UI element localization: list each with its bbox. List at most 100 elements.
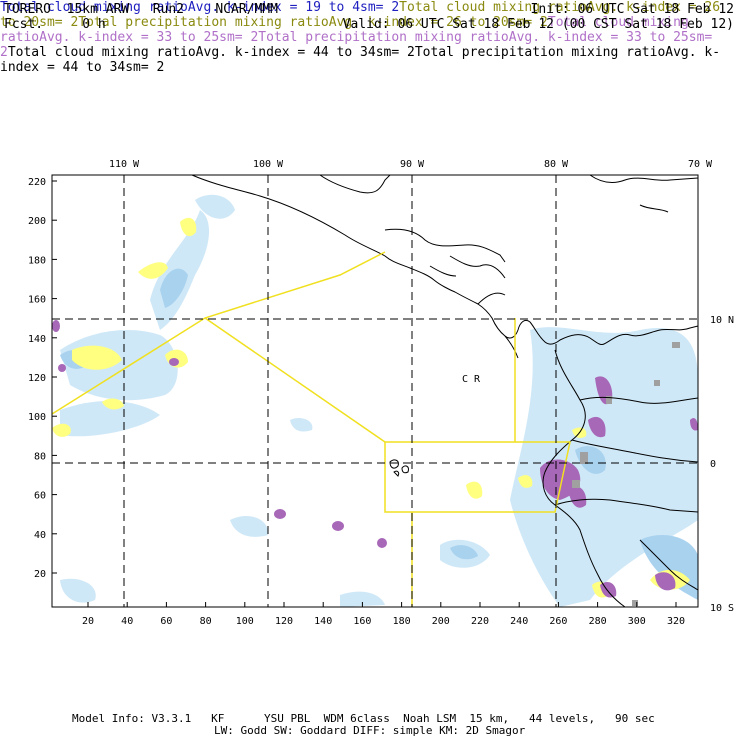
heavy-11	[169, 358, 179, 366]
legend-k-index: Avg. k-index = 33 to 25	[508, 30, 689, 45]
x-tick-label: 320	[667, 616, 685, 627]
lon-tick-label: 110 W	[109, 159, 140, 170]
x-tick-label: 140	[314, 616, 332, 627]
peru-brazil-border	[639, 539, 699, 591]
legend-smoothing: sm= 2	[375, 45, 415, 60]
x-tick-label: 300	[628, 616, 646, 627]
y-tick-label: 60	[34, 491, 46, 502]
legend-smoothing: sm= 2	[125, 60, 165, 75]
precip-1	[138, 262, 168, 279]
model-info-line2: LW: Godd SW: Goddard DIFF: simple KM: 2D…	[214, 724, 526, 737]
costa-rica-border	[504, 335, 519, 359]
legend-k-index: Avg. k-index = 44 to 34	[0, 45, 721, 75]
legend-field-name: Total cloud mixing ratio	[0, 15, 689, 45]
south-america-coast	[542, 349, 626, 608]
lat-tick-label: 10 S	[710, 603, 734, 614]
legend-smoothing: sm= 2	[0, 30, 713, 60]
legend-smoothing: sm= 2	[508, 15, 548, 30]
y-tick-label: 40	[34, 530, 46, 541]
ecuador-peru-border	[554, 498, 699, 513]
legend-field-name: Total cloud mixing ratio	[399, 0, 588, 15]
legend: Total cloud mixing ratioAvg. k-index = 1…	[0, 0, 740, 75]
cloud-core-3	[450, 545, 478, 560]
lon-tick-label: 90 W	[400, 159, 425, 170]
grey-4	[606, 396, 612, 404]
region-line-3	[384, 441, 571, 513]
galapagos	[389, 459, 409, 477]
lon-tick-label: 70 W	[688, 159, 713, 170]
run-title: TORERO 15km ARW Run2 NCAR/MMM	[4, 2, 278, 17]
honduras-border	[449, 255, 506, 279]
grey-6	[632, 600, 638, 606]
precip-7	[466, 481, 483, 499]
y-tick-label: 200	[28, 216, 46, 227]
model-info-line1: Model Info: V3.3.1 KF YSU PBL WDM 6class…	[72, 712, 655, 725]
cloud-blob-4	[60, 400, 160, 437]
legend-smoothing: sm= 2	[39, 15, 79, 30]
precip-2	[180, 217, 197, 237]
field-shading	[52, 194, 698, 607]
grey-5	[654, 380, 660, 386]
heavy-8	[274, 509, 286, 519]
heavy-5	[655, 572, 676, 591]
y-tick-label: 160	[28, 295, 46, 306]
y-tick-label: 220	[28, 177, 46, 188]
legend-k-index: Avg. k-index = 19 to 4	[187, 0, 361, 15]
central-america-coast	[191, 174, 699, 345]
y-tick-label: 180	[28, 255, 46, 266]
cloud-blob-9	[60, 578, 96, 603]
lon-ticks: 110 W 100 W 90 W 80 W 70 W	[109, 159, 713, 170]
lon-tick-label: 100 W	[253, 159, 284, 170]
x-tick-label: 180	[393, 616, 411, 627]
x-tick-label: 280	[589, 616, 607, 627]
map-label: C R	[462, 374, 481, 385]
lon-tick-label: 80 W	[544, 159, 569, 170]
x-tick-label: 40	[121, 616, 133, 627]
legend-k-index: Avg. k-index = 44 to 34	[195, 45, 376, 60]
caribbean-island-1	[589, 174, 699, 183]
central-america-north	[384, 228, 506, 263]
plot-frame	[51, 174, 699, 608]
y-tick-label: 80	[34, 451, 46, 462]
region-line-2	[204, 317, 516, 443]
y-tick-label: 20	[34, 569, 46, 580]
coastlines	[191, 174, 699, 608]
forecast-hour: Fcst. 0 h	[4, 17, 106, 32]
x-tick-label: 120	[275, 616, 293, 627]
mexico-gulf-coast	[319, 174, 391, 194]
legend-smoothing: sm= 2	[219, 30, 259, 45]
legend-field-name: Total precipitation mixing ratio	[258, 30, 509, 45]
nicaragua-border	[477, 292, 506, 305]
caribbean-island-2	[639, 204, 669, 213]
salvador-border	[429, 265, 457, 277]
legend-k-index: Avg. k-index = 26 to 20	[0, 0, 721, 30]
region-line-1	[51, 251, 386, 415]
heavy-9	[332, 521, 344, 531]
x-tick-label: 260	[549, 616, 567, 627]
precip-5	[102, 398, 124, 410]
grey-1	[580, 452, 588, 464]
y-tick-label: 100	[28, 412, 46, 423]
heavy-12	[52, 320, 60, 332]
x-tick-label: 160	[353, 616, 371, 627]
y-ticks: 220 200 180 160 140 120 100 80 60 40 20	[28, 177, 57, 580]
cloud-blob-8	[290, 418, 313, 432]
grey-2	[572, 480, 580, 488]
heavy-10	[377, 538, 387, 548]
lat-tick-label: 0	[710, 459, 716, 470]
grid-lines	[52, 175, 698, 607]
legend-field-name: Total precipitation mixing ratio	[414, 45, 666, 60]
precip-6	[52, 423, 71, 437]
x-tick-label: 240	[510, 616, 528, 627]
cloud-core-1	[160, 268, 188, 308]
legend-field-name: Total precipitation mixing ratio	[78, 15, 329, 30]
x-tick-label: 80	[200, 616, 212, 627]
x-tick-label: 60	[160, 616, 172, 627]
y-tick-label: 140	[28, 334, 46, 345]
heavy-13	[58, 364, 66, 372]
x-tick-label: 200	[432, 616, 450, 627]
grey-3	[672, 342, 680, 348]
legend-k-index: Avg. k-index = 33 to 25	[39, 30, 220, 45]
init-time: Init: 06 UTC Sat 18 Feb 12	[530, 2, 735, 17]
